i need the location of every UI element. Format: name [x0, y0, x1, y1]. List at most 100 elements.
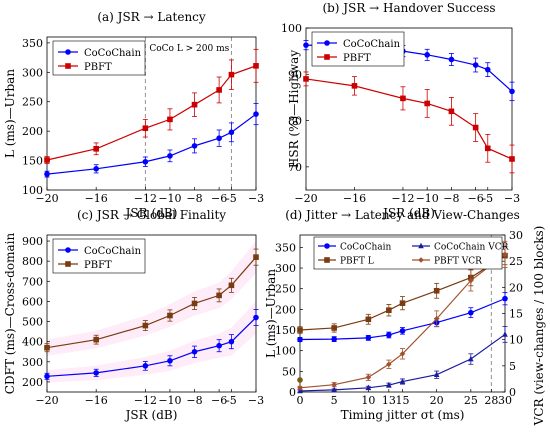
data-point [253, 111, 259, 117]
legend-swatch-marker [324, 40, 330, 46]
data-point [191, 101, 198, 108]
y-tick-label: 350 [275, 241, 296, 254]
panel-0: (a) JSR → Latency CoCo L > 200 ms −20 −16 −1… [3, 10, 264, 220]
series-pbft [44, 248, 259, 353]
y-tick-label: 100 [281, 22, 302, 35]
chart-title: (a) JSR → Latency [97, 10, 206, 24]
y-tick-label: 200 [22, 125, 43, 138]
data-point [253, 254, 259, 260]
data-point [472, 124, 479, 131]
panel-3: (d) Jitter → Latency and View-ChangesZha… [264, 208, 546, 426]
x-tick-label: 15 [396, 394, 410, 407]
legend-label: PBFT [84, 62, 112, 73]
y-tick-label: 300 [22, 356, 43, 369]
series-pbft-vcr [297, 240, 508, 391]
legend-label: PBFT [343, 53, 371, 64]
legend-box [52, 40, 146, 76]
y-tick-label: 400 [22, 336, 43, 349]
data-point [44, 157, 50, 163]
legend-swatch-marker [65, 49, 71, 55]
data-point [399, 378, 406, 384]
annotation: CoCo L > 200 ms [149, 44, 229, 54]
x-tick-label: 30 [498, 394, 512, 407]
data-point [44, 373, 50, 380]
data-point [472, 62, 479, 68]
x-axis-label: JSR (dB) [381, 206, 435, 220]
data-point [191, 143, 198, 149]
x-tick-label: −3 [504, 192, 520, 205]
series-line [299, 255, 506, 331]
y-axis-label: CDFT (ms)—Cross-domain [3, 233, 17, 395]
y2-tick-label: 15 [509, 308, 523, 321]
x-tick-label: −10 [416, 192, 439, 205]
x-tick-label: 10 [361, 394, 375, 407]
legend-swatch-marker [65, 261, 71, 267]
x-tick-label: −12 [134, 192, 157, 205]
chart-title: (c) JSR → Global Finality [77, 208, 226, 222]
data-point [399, 328, 406, 334]
data-point [191, 300, 198, 307]
data-point [331, 325, 337, 331]
data-point [433, 315, 440, 322]
legend-swatch-marker [324, 243, 330, 249]
data-point [216, 292, 222, 299]
data-point [216, 135, 222, 142]
data-point [93, 146, 99, 152]
data-point [297, 385, 303, 391]
x-tick-label: −20 [294, 192, 317, 205]
data-point [365, 384, 372, 391]
legend: CoCoChain PBFT [52, 40, 146, 76]
data-point [468, 277, 474, 284]
data-point [191, 348, 198, 355]
series-line [46, 113, 257, 175]
series-pbft [303, 71, 515, 174]
x-tick-label: −20 [35, 394, 58, 407]
y-tick-label: 0 [289, 386, 296, 399]
x-tick-label: −8 [186, 394, 202, 407]
x-tick-label: 20 [430, 394, 444, 407]
data-point [365, 374, 372, 381]
data-point [433, 287, 440, 294]
data-point [400, 95, 406, 102]
panel-2: (c) JSR → Global Finality−20 −16 −12 −10 −8−… [3, 208, 264, 422]
y-tick-label: 200 [275, 303, 296, 316]
y-tick-label: 100 [22, 184, 43, 197]
series-pbft [44, 48, 259, 164]
chart-title: (b) JSR → Handover Success [322, 1, 495, 15]
legend-label: CoCoChain VCR [434, 243, 509, 253]
y-axis-label: HSR (%)—Highway [287, 50, 301, 168]
legend-swatch-marker [65, 63, 71, 69]
y2-tick-label: 10 [509, 334, 523, 347]
x-axis-label: JSR (dB) [124, 408, 178, 422]
series-line [299, 253, 506, 389]
legend-box [311, 31, 405, 67]
y2-axis-label: VCR (view-changes / 100 blocks) [532, 226, 546, 427]
data-point [216, 342, 222, 349]
x-tick-label: −12 [391, 192, 414, 205]
data-point [142, 125, 149, 132]
data-point [297, 336, 303, 343]
data-point [44, 344, 50, 351]
y-axis-label: L (ms)—Urban [3, 69, 17, 158]
x-axis-label: Timing jitter σt (ms) [341, 408, 465, 422]
x-tick-label: −3 [248, 394, 264, 407]
data-point [386, 307, 392, 313]
y-tick-label: 200 [22, 376, 43, 389]
legend: CoCoChain PBFT L CoCoChain VCR PBFT VCR [313, 236, 509, 270]
y-tick-label: 250 [275, 283, 296, 296]
data-point [297, 377, 303, 383]
data-point [484, 145, 491, 152]
data-point [509, 156, 515, 162]
data-point [216, 87, 222, 93]
series-cocochain [44, 309, 259, 380]
data-point [399, 350, 406, 357]
legend-label: CoCoChain [84, 48, 142, 59]
series-line [299, 298, 506, 341]
x-tick-label: −20 [35, 192, 58, 205]
data-point [484, 66, 491, 73]
legend-swatch-marker [324, 54, 330, 60]
data-point [331, 386, 337, 393]
y-tick-label: 700 [22, 275, 43, 288]
data-point [468, 355, 474, 362]
